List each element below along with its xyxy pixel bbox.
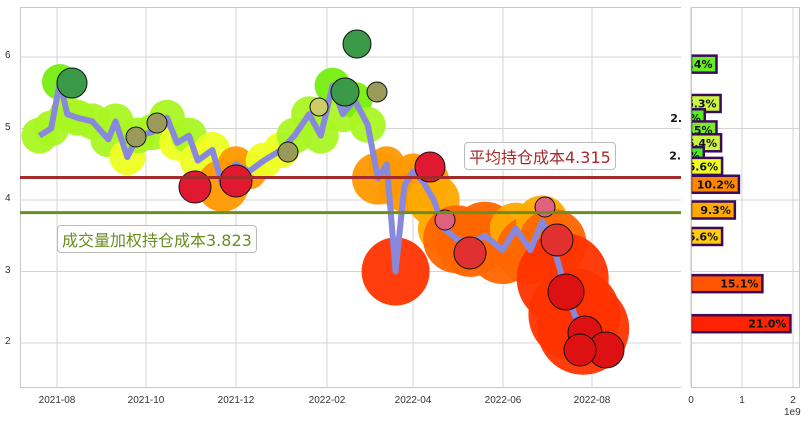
avg-cost-annotation: 平均持仓成本4.315 [464,142,616,170]
apple-icon [547,273,585,311]
radish-icon [434,209,456,231]
bar-percent-label: 10.2% [697,178,735,191]
x-tick-label: 2022-06 [484,395,522,406]
bar-percent-label: 6.6% [688,160,719,173]
x-tick-label: 2022-04 [394,395,432,406]
y-tick-label: 5 [5,121,11,133]
bar-percent-label: 6.3% [686,97,717,110]
dist-x-tick-label: 1 [739,395,745,406]
y-tick-label: 4 [5,193,11,204]
bar-percent-label: 6.6% [688,230,719,243]
x-tick-label: 2022-08 [573,395,611,406]
strawberry-icon [414,151,446,183]
bar-percent-label: 15.1% [720,278,758,291]
y-tick-label: 2 [5,336,11,347]
watermelon-slice-icon [540,223,574,257]
pear-icon [125,126,147,148]
dist-x-tick-label: 2 [790,395,796,406]
vwap-cost-annotation: 成交量加权持仓成本3.823 [57,225,257,253]
watermelon-icon [330,77,360,107]
pear-icon [366,81,388,103]
pear-icon [146,112,168,134]
kiwi-icon [309,97,329,117]
x-tick-label: 2021-08 [38,395,76,406]
strawberry-icon [178,170,212,204]
apple-icon [563,333,597,367]
volume-distribution-bars: 5.4%6.3%2.9%5.5%6.4%2.7%6.6%10.2%9.3%6.6… [669,54,792,334]
x-tick-label: 2021-10 [127,395,165,406]
y-tick-label: 6 [5,50,11,61]
strawberry-icon [219,164,253,198]
pear-icon [277,141,299,163]
watermelon-icon [56,67,88,99]
price-line [37,79,586,331]
x-tick-label: 2021-12 [217,395,255,406]
watermelon-icon [342,29,372,59]
bar-percent-label: 9.3% [700,204,731,217]
watermelon-slice-icon [453,236,487,270]
dist-offset-label: 1e9 [784,407,801,418]
y-tick-label: 3 [5,264,11,276]
dist-x-tick-label: 0 [688,395,694,406]
bar-percent-label: 21.0% [748,318,786,331]
x-tick-label: 2022-02 [308,395,346,406]
